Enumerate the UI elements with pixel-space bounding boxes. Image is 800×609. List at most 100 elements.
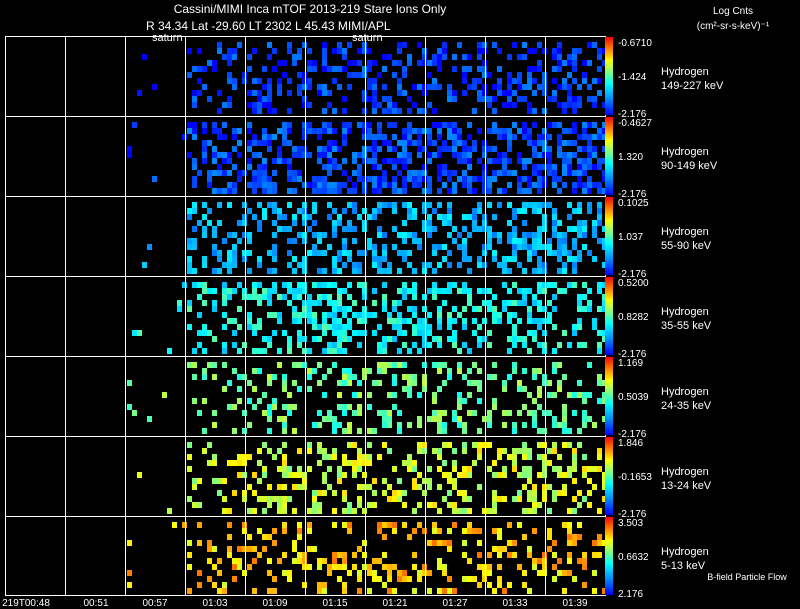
data-pixel: [222, 294, 227, 300]
data-pixel: [387, 416, 392, 422]
data-pixel: [312, 176, 317, 182]
data-pixel: [432, 522, 437, 528]
data-pixel: [292, 294, 297, 300]
data-pixel: [192, 502, 197, 508]
data-pixel: [532, 202, 537, 208]
data-pixel: [357, 214, 362, 220]
data-pixel: [392, 336, 397, 342]
data-pixel: [592, 226, 597, 232]
data-pixel: [557, 232, 562, 238]
data-pixel: [507, 348, 512, 354]
data-pixel: [567, 214, 572, 220]
data-pixel: [537, 368, 542, 374]
data-pixel: [367, 134, 372, 140]
data-pixel: [232, 232, 237, 238]
data-pixel: [487, 582, 492, 588]
data-pixel: [367, 454, 372, 460]
data-pixel: [312, 232, 317, 238]
data-pixel: [227, 460, 232, 466]
data-pixel: [147, 416, 152, 422]
data-pixel: [287, 300, 292, 306]
data-pixel: [307, 312, 312, 318]
data-pixel: [527, 552, 532, 558]
data-pixel: [342, 330, 347, 336]
data-pixel: [222, 588, 227, 594]
data-pixel: [387, 362, 392, 368]
data-pixel: [572, 576, 577, 582]
data-pixel: [317, 460, 322, 466]
data-pixel: [567, 256, 572, 262]
data-pixel: [392, 522, 397, 528]
data-pixel: [202, 140, 207, 146]
data-pixel: [237, 140, 242, 146]
data-pixel: [557, 558, 562, 564]
data-pixel: [327, 282, 332, 288]
data-pixel: [417, 42, 422, 48]
data-pixel: [452, 330, 457, 336]
data-pixel: [212, 188, 217, 194]
data-pixel: [187, 362, 192, 368]
data-pixel: [482, 214, 487, 220]
data-pixel: [352, 442, 357, 448]
data-pixel: [277, 84, 282, 90]
data-pixel: [432, 528, 437, 534]
data-pixel: [312, 282, 317, 288]
data-pixel: [437, 368, 442, 374]
data-pixel: [422, 380, 427, 386]
data-pixel: [227, 250, 232, 256]
data-pixel: [472, 214, 477, 220]
data-pixel: [352, 392, 357, 398]
data-pixel: [282, 282, 287, 288]
data-pixel: [377, 268, 382, 274]
data-pixel: [312, 188, 317, 194]
data-pixel: [332, 342, 337, 348]
data-pixel: [557, 380, 562, 386]
data-pixel: [192, 208, 197, 214]
data-pixel: [187, 262, 192, 268]
data-pixel: [352, 330, 357, 336]
data-pixel: [407, 158, 412, 164]
data-pixel: [332, 158, 337, 164]
species-label: Hydrogen: [661, 466, 709, 478]
data-pixel: [527, 478, 532, 484]
data-pixel: [477, 484, 482, 490]
data-pixel: [507, 128, 512, 134]
data-pixel: [427, 214, 432, 220]
colorbar-mid-label: 0.8282: [618, 312, 649, 323]
data-pixel: [397, 348, 402, 354]
data-pixel: [227, 202, 232, 208]
data-pixel: [252, 558, 257, 564]
data-pixel: [432, 540, 437, 546]
data-pixel: [547, 300, 552, 306]
data-pixel: [492, 256, 497, 262]
data-pixel: [582, 232, 587, 238]
data-pixel: [482, 220, 487, 226]
data-pixel: [587, 188, 592, 194]
data-pixel: [452, 410, 457, 416]
data-pixel: [577, 170, 582, 176]
data-pixel: [452, 66, 457, 72]
data-pixel: [252, 324, 257, 330]
data-pixel: [492, 84, 497, 90]
data-pixel: [467, 146, 472, 152]
data-pixel: [502, 380, 507, 386]
data-pixel: [272, 282, 277, 288]
data-pixel: [222, 478, 227, 484]
data-pixel: [302, 282, 307, 288]
data-pixel: [597, 238, 602, 244]
data-pixel: [222, 300, 227, 306]
data-pixel: [582, 122, 587, 128]
data-pixel: [462, 528, 467, 534]
data-pixel: [497, 546, 502, 552]
data-pixel: [407, 60, 412, 66]
data-pixel: [572, 282, 577, 288]
data-pixel: [512, 214, 517, 220]
data-pixel: [327, 570, 332, 576]
data-pixel: [307, 182, 312, 188]
data-pixel: [282, 428, 287, 434]
data-pixel: [407, 134, 412, 140]
data-pixel: [252, 404, 257, 410]
data-pixel: [597, 54, 602, 60]
data-pixel: [437, 48, 442, 54]
